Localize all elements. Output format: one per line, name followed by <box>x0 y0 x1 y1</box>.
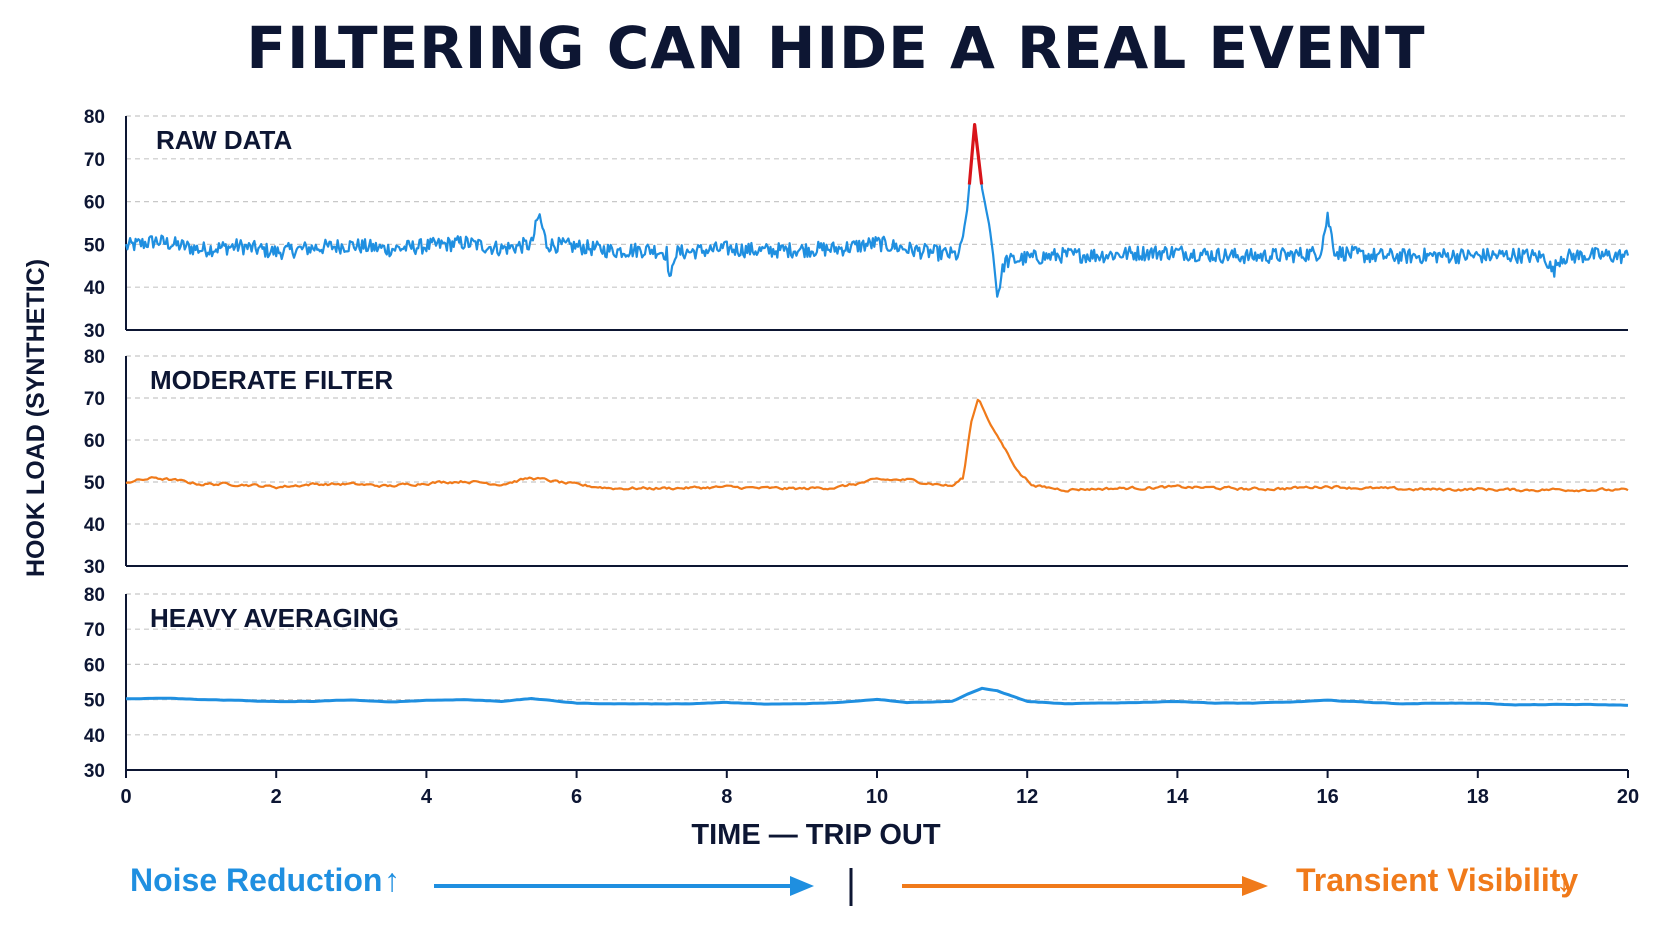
y-tick-label: 70 <box>84 389 105 410</box>
noise-reduction-arrow-icon <box>434 876 814 896</box>
y-tick-label: 30 <box>84 557 105 578</box>
x-tick-label: 20 <box>1617 786 1639 808</box>
series-line <box>125 686 1629 707</box>
y-tick-label: 50 <box>84 235 105 256</box>
panel-label: RAW DATA <box>156 125 292 155</box>
noise-reduction-label: Noise Reduction <box>130 862 383 898</box>
x-axis-label: TIME — TRIP OUT <box>691 819 940 851</box>
y-tick-label: 40 <box>84 515 105 536</box>
panel-label: MODERATE FILTER <box>150 365 393 395</box>
y-tick-label: 80 <box>84 107 105 128</box>
x-tick-label: 12 <box>1016 786 1038 808</box>
panel-heavy-averaging: 30 40 50 60 70 80 HEAVY AVERAGING <box>84 585 1629 782</box>
y-tick-label: 40 <box>84 726 105 747</box>
panel-label: HEAVY AVERAGING <box>150 603 399 633</box>
y-tick-label: 70 <box>84 150 105 171</box>
spike-highlight <box>967 122 984 185</box>
x-tick-label: 14 <box>1166 786 1189 808</box>
x-tick-label: 18 <box>1467 786 1489 808</box>
panel-moderate-filter: 30 40 50 60 70 80 MODERATE FILTER <box>84 347 1629 578</box>
y-tick-label: 50 <box>84 691 105 712</box>
y-tick-label: 60 <box>84 193 105 214</box>
y-tick-label: 30 <box>84 321 105 342</box>
panel-raw-data: 30 40 50 60 70 80 RAW DATA <box>84 107 1630 342</box>
y-tick-label: 70 <box>84 620 105 641</box>
transient-visibility-arrow-icon <box>902 876 1268 896</box>
y-tick-label: 40 <box>84 278 105 299</box>
series-line <box>124 129 1630 298</box>
x-tick-label: 4 <box>421 786 433 808</box>
transient-visibility-label: Transient Visibility <box>1296 862 1579 898</box>
x-tick-label: 10 <box>866 786 888 808</box>
y-tick-label: 60 <box>84 655 105 676</box>
arrow-down-icon: ↓ <box>1556 862 1572 898</box>
y-axis-label: HOOK LOAD (SYNTHETIC) <box>22 259 50 577</box>
y-tick-label: 80 <box>84 347 105 368</box>
chart-title: FILTERING CAN HIDE A REAL EVENT <box>246 14 1426 82</box>
y-tick-label: 50 <box>84 473 105 494</box>
x-tick-label: 0 <box>120 786 131 808</box>
x-tick-label: 8 <box>721 786 732 808</box>
arrow-up-icon: ↑ <box>384 862 400 898</box>
x-tick-label: 6 <box>571 786 582 808</box>
divider-icon <box>849 868 853 906</box>
x-tick-label: 2 <box>271 786 282 808</box>
x-tick-label: 16 <box>1316 786 1338 808</box>
y-tick-label: 80 <box>84 585 105 606</box>
y-tick-label: 60 <box>84 431 105 452</box>
series-line <box>125 398 1629 493</box>
footer-legend: Noise Reduction ↑ Transient Visibility ↓ <box>0 860 1672 920</box>
y-tick-label: 30 <box>84 761 105 782</box>
